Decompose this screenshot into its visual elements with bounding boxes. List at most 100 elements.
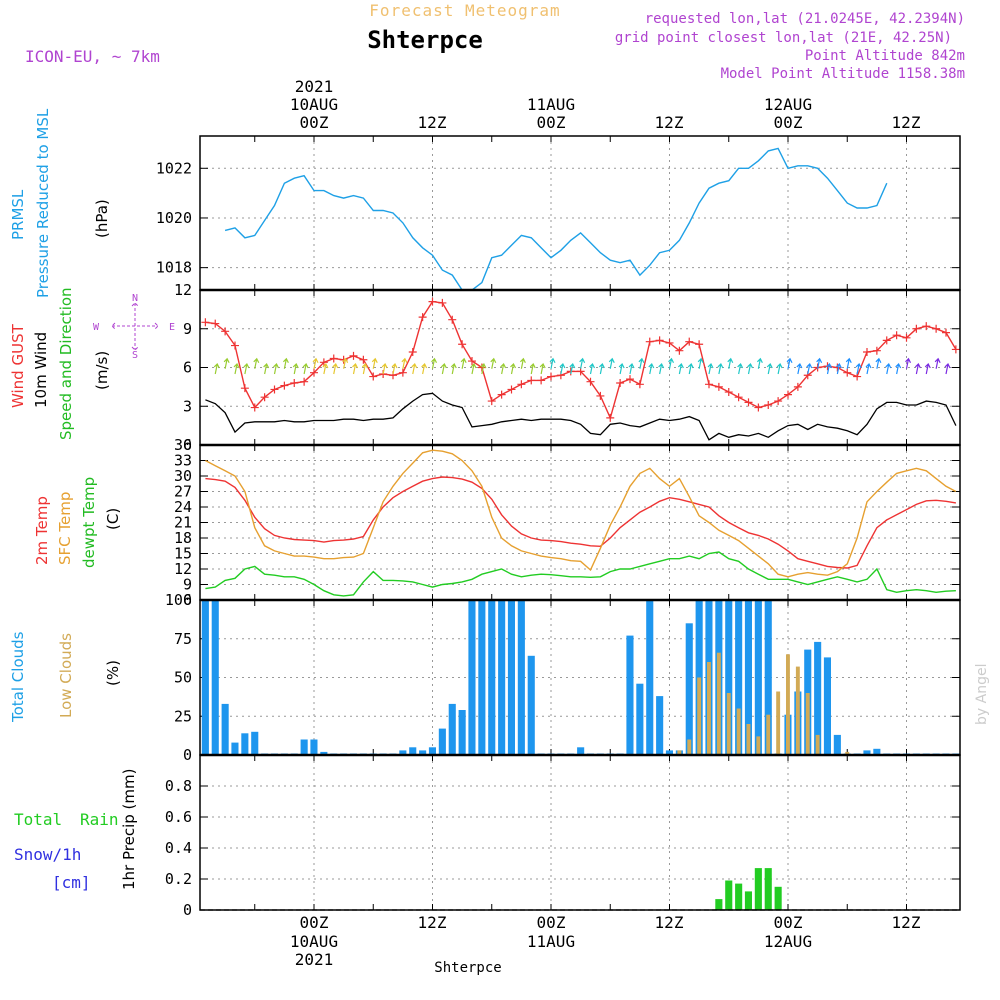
total-cloud-bar: [656, 696, 664, 755]
wind-direction-arrow: [431, 357, 438, 369]
total-cloud-bar: [488, 600, 496, 755]
p5-label-unit: 1hr Precip (mm): [120, 769, 138, 890]
wind-direction-arrow: [223, 357, 230, 369]
wind-ytick-label: 6: [183, 359, 192, 377]
low-cloud-bar: [845, 751, 850, 755]
rain-bar: [774, 886, 782, 911]
wind-gust-marker: [240, 384, 249, 393]
p4-label-unit: (%): [104, 660, 122, 686]
low-cloud-bar: [786, 654, 790, 756]
wind-direction-arrow: [302, 362, 309, 375]
wind-gust-marker: [507, 385, 516, 394]
wind-gust-marker: [863, 348, 871, 356]
p2-label-unit: (m/s): [93, 351, 111, 390]
wind-gust-marker: [655, 336, 664, 345]
wind-gust-marker: [951, 345, 960, 354]
wind-direction-arrow: [944, 362, 951, 375]
wind-direction-arrow: [914, 362, 921, 375]
wind-gust-marker: [902, 333, 911, 342]
p3-label-dewpt: dewpt Temp: [80, 477, 98, 568]
wind-direction-arrow: [885, 362, 892, 375]
wind-gust-marker: [359, 355, 368, 364]
point-altitude: Point Altitude 842m: [805, 48, 965, 64]
wind-ytick-label: 0: [183, 436, 192, 454]
wind-10m-line: [205, 392, 957, 441]
wind-gust-marker: [724, 388, 733, 397]
wind-gust-marker: [784, 390, 792, 399]
top-hour-12z-3: 12Z: [892, 113, 921, 132]
wind-gust-marker: [527, 376, 536, 385]
compass-n: N: [132, 293, 138, 304]
wind-gust-marker: [942, 328, 950, 337]
wind-gust-marker: [250, 403, 259, 412]
temperature-ytick-label: 18: [174, 529, 192, 547]
footer-location: Shterpce: [434, 960, 501, 976]
wind-gust-marker: [793, 382, 802, 391]
wind-gust-marker: [438, 298, 447, 307]
wind-direction-arrow: [796, 362, 803, 375]
wind-direction-arrow: [391, 362, 398, 375]
low-cloud-bar: [697, 677, 702, 755]
low-cloud-bar: [766, 714, 771, 755]
total-cloud-bar: [201, 600, 209, 755]
wind-gust-marker: [626, 375, 634, 384]
wind-direction-arrow: [766, 362, 773, 375]
p3-label-sfc: SFC Temp: [56, 492, 74, 565]
wind-gust-marker: [685, 337, 694, 346]
wind-direction-arrow: [687, 362, 694, 375]
p5-label-total: Total: [14, 810, 62, 829]
precip-ytick-label: 0: [183, 901, 192, 919]
top-day-label-1: 10AUG: [290, 95, 338, 114]
p4-label-low: Low Clouds: [57, 633, 75, 718]
low-cloud-bar: [736, 708, 741, 755]
total-cloud-bar: [764, 600, 772, 755]
total-cloud-bar: [468, 600, 476, 755]
compass-rose-icon: N S W E: [93, 293, 175, 361]
wind-gust-marker: [754, 403, 763, 412]
wind-gust-marker: [428, 297, 437, 306]
wind-ytick-label: 3: [183, 397, 192, 415]
temp-dewpt-line: [205, 551, 956, 597]
wind-direction-arrow: [539, 362, 546, 375]
wind-direction-arrow: [440, 362, 447, 375]
clouds-ytick-label: 75: [174, 630, 192, 648]
wind-gust-marker: [517, 380, 526, 389]
wind-direction-arrow: [776, 362, 783, 375]
wind-direction-arrow: [658, 362, 665, 375]
wind-direction-arrow: [480, 362, 487, 375]
wind-gust-marker: [882, 336, 891, 345]
wind-direction-arrow: [569, 362, 576, 375]
wind-gust-marker: [448, 315, 457, 324]
temperature-ytick-label: 15: [174, 545, 192, 563]
bottom-hour-00z-2: 00Z: [537, 913, 566, 932]
wind-gust-marker: [468, 357, 476, 366]
wind-gust-marker: [458, 340, 467, 349]
wind-gust-marker: [705, 380, 713, 389]
wind-direction-arrow: [519, 357, 526, 369]
p3-label-2m: 2m Temp: [33, 496, 51, 565]
wind-direction-arrow: [835, 362, 842, 375]
wind-direction-arrow: [598, 362, 605, 375]
total-cloud-bar: [863, 750, 871, 755]
low-cloud-bar: [726, 693, 731, 755]
wind-direction-arrow: [934, 357, 941, 369]
top-day-label-3: 12AUG: [764, 95, 812, 114]
p5-label-cm: [cm]: [52, 873, 91, 892]
wind-gust-marker: [319, 358, 328, 367]
credit-watermark: by Angel: [974, 664, 990, 725]
total-cloud-bar: [428, 747, 436, 756]
bottom-year-label: 2021: [295, 950, 334, 969]
prmsl-frame: [199, 135, 961, 291]
compass-s: S: [132, 350, 138, 361]
wind-gust-marker: [645, 337, 654, 346]
wind-direction-arrow: [361, 362, 368, 375]
wind-direction-arrow: [233, 362, 240, 375]
wind-direction-arrow: [213, 362, 220, 375]
wind-direction-arrow: [756, 357, 763, 369]
clouds-ytick-label: 0: [183, 746, 192, 764]
wind-direction-arrow: [243, 362, 250, 375]
total-cloud-bar: [814, 641, 822, 755]
wind-direction-arrow: [253, 357, 260, 369]
wind-gust-marker: [616, 379, 625, 387]
temperature-ytick-label: 6: [183, 591, 192, 609]
